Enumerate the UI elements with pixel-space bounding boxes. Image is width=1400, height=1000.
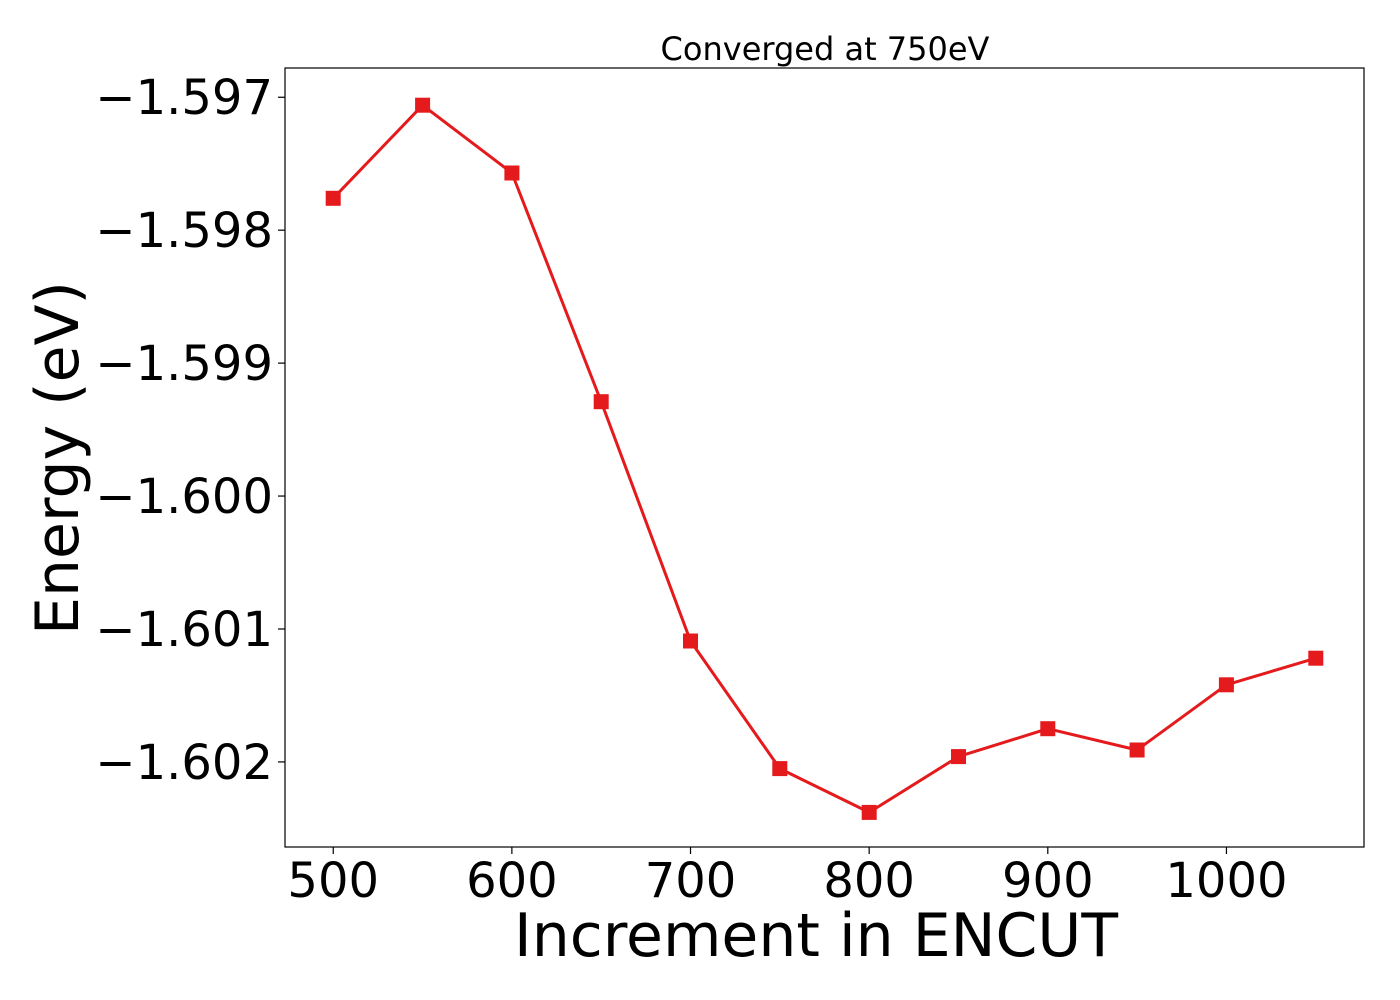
x-axis-label: Increment in ENCUT	[514, 901, 1118, 971]
data-point-marker	[325, 190, 341, 206]
data-point-marker	[861, 804, 877, 820]
y-tick-label: −1.598	[95, 203, 273, 259]
y-axis: −1.597 −1.598 −1.599 −1.600 −1.601 −1.602	[95, 70, 285, 791]
data-point-marker	[772, 761, 788, 777]
y-tick-label: −1.600	[95, 469, 273, 525]
data-point-marker	[1129, 742, 1145, 758]
y-tick-label: −1.602	[95, 735, 273, 791]
y-axis-label: Energy (eV)	[23, 281, 93, 635]
plot-area	[325, 97, 1324, 820]
x-tick-label: 700	[645, 853, 737, 909]
data-point-marker	[1308, 650, 1324, 666]
x-tick-label: 800	[823, 853, 915, 909]
y-tick-label: −1.601	[95, 602, 273, 658]
x-tick-label: 1000	[1165, 853, 1287, 909]
series-line	[332, 103, 1317, 814]
y-tick-label: −1.599	[95, 336, 273, 392]
data-point-marker	[683, 633, 698, 649]
x-tick-label: 900	[1002, 853, 1094, 909]
chart-title: Converged at 750eV	[661, 30, 990, 68]
x-tick-label: 600	[466, 853, 558, 909]
plot-frame	[284, 67, 1365, 848]
x-axis: 500 600 700 800 900 1000	[287, 847, 1288, 909]
data-point-marker	[1218, 677, 1234, 693]
data-point-marker	[951, 749, 966, 765]
data-point-marker	[1040, 721, 1056, 737]
x-tick-label: 500	[287, 853, 379, 909]
data-point-marker	[593, 394, 609, 410]
y-tick-label: −1.597	[95, 70, 273, 126]
data-point-marker	[504, 165, 520, 181]
data-point-marker	[415, 97, 431, 113]
